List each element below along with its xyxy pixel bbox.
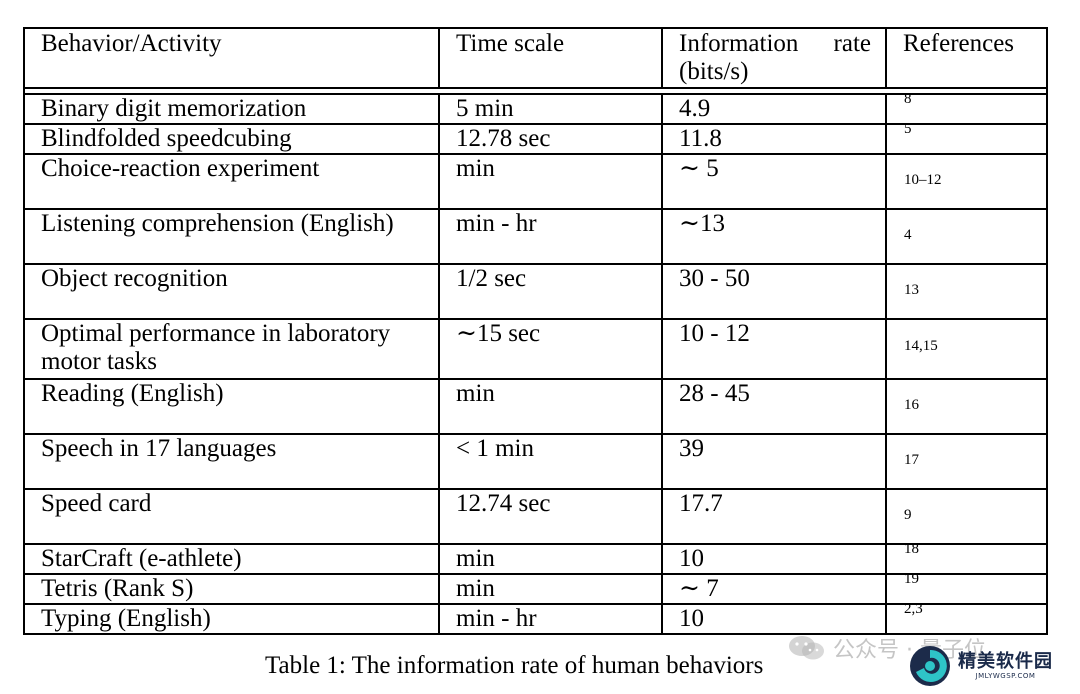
- cell-rate: 4.9: [661, 93, 887, 125]
- brand-name: 精美软件园: [958, 650, 1053, 672]
- cell-ref: 17: [885, 433, 1048, 490]
- cell-behavior: Object recognition: [23, 263, 440, 320]
- table-row: Typing (English) min - hr 10 2,3: [23, 603, 1048, 635]
- cell-time: 12.78 sec: [438, 123, 663, 155]
- ref-number: 17: [904, 452, 919, 468]
- cell-time: ∼15 sec: [438, 318, 663, 380]
- cell-time: < 1 min: [438, 433, 663, 490]
- header-rate-unit: (bits/s): [679, 58, 749, 85]
- cell-ref: 16: [885, 378, 1048, 435]
- cell-time: 12.74 sec: [438, 488, 663, 545]
- cell-time: min: [438, 153, 663, 210]
- ref-number: 16: [904, 397, 919, 413]
- cell-rate: 10: [661, 543, 887, 575]
- cell-behavior: Optimal performance in laboratory motor …: [23, 318, 440, 380]
- ref-number: 4: [904, 227, 912, 243]
- cell-ref: 13: [885, 263, 1048, 320]
- cell-ref: 9: [885, 488, 1048, 545]
- ref-number: 13: [904, 282, 919, 298]
- ref-number: 10–12: [904, 172, 942, 188]
- header-information-rate: Information rate (bits/s): [661, 27, 887, 89]
- cell-rate: ∼ 5: [661, 153, 887, 210]
- info-rate-table: Behavior/Activity Time scale Information…: [23, 27, 1048, 635]
- cell-behavior: Blindfolded speedcubing: [23, 123, 440, 155]
- table-row: Speech in 17 languages < 1 min 39 17: [23, 433, 1048, 490]
- ref-number: 18: [904, 544, 919, 557]
- cell-ref: 8: [885, 93, 1048, 125]
- ref-number: 19: [904, 574, 919, 587]
- cell-behavior: StarCraft (e-athlete): [23, 543, 440, 575]
- cell-time: min - hr: [438, 603, 663, 635]
- cell-ref: 10–12: [885, 153, 1048, 210]
- cell-time: min: [438, 573, 663, 605]
- cell-time: min - hr: [438, 208, 663, 265]
- table-row: Object recognition 1/2 sec 30 - 50 13: [23, 263, 1048, 320]
- cell-rate: ∼13: [661, 208, 887, 265]
- cell-behavior: Speech in 17 languages: [23, 433, 440, 490]
- cell-rate: 10: [661, 603, 887, 635]
- table-row: Optimal performance in laboratory motor …: [23, 318, 1048, 380]
- cell-behavior: Choice-reaction experiment: [23, 153, 440, 210]
- header-rate-word-rate: rate: [833, 30, 871, 57]
- wechat-icon: [787, 633, 827, 663]
- cell-ref: 5: [885, 123, 1048, 155]
- cell-rate: 10 - 12: [661, 318, 887, 380]
- brand-url: JMLYWGSP.COM: [975, 671, 1036, 680]
- cell-rate: 11.8: [661, 123, 887, 155]
- ref-number: 2,3: [904, 604, 923, 617]
- cell-ref: 4: [885, 208, 1048, 265]
- cell-time: 5 min: [438, 93, 663, 125]
- cell-rate: 39: [661, 433, 887, 490]
- cell-time: min: [438, 543, 663, 575]
- ref-number: 9: [904, 507, 912, 523]
- ref-number: 5: [904, 124, 912, 137]
- ref-number: 14,15: [904, 338, 938, 354]
- header-double-rule: [23, 87, 1048, 95]
- table-row: Speed card 12.74 sec 17.7 9: [23, 488, 1048, 545]
- cell-ref: 18: [885, 543, 1048, 575]
- table-row: Choice-reaction experiment min ∼ 5 10–12: [23, 153, 1048, 210]
- cell-time: min: [438, 378, 663, 435]
- brand-text: 精美软件园 JMLYWGSP.COM: [958, 650, 1053, 681]
- cell-behavior: Tetris (Rank S): [23, 573, 440, 605]
- watermark: 公众号 · 量子位: [787, 632, 986, 664]
- cell-behavior: Binary digit memorization: [23, 93, 440, 125]
- brand-badge: 精美软件园 JMLYWGSP.COM: [908, 644, 1053, 688]
- table-row: Blindfolded speedcubing 12.78 sec 11.8 5: [23, 123, 1048, 155]
- header-behavior: Behavior/Activity: [23, 27, 440, 89]
- table-row: Listening comprehension (English) min - …: [23, 208, 1048, 265]
- watermark-text: 公众号 · 量子位: [833, 638, 986, 663]
- table-row: Tetris (Rank S) min ∼ 7 19: [23, 573, 1048, 605]
- brand-logo-icon: [908, 644, 952, 688]
- header-time-scale: Time scale: [438, 27, 663, 89]
- cell-rate: 28 - 45: [661, 378, 887, 435]
- ref-number: 8: [904, 94, 912, 107]
- table-caption: Table 1: The information rate of human b…: [265, 652, 764, 679]
- cell-ref: 2,3: [885, 603, 1048, 635]
- info-rate-table-container: Behavior/Activity Time scale Information…: [23, 27, 1048, 635]
- cell-rate: 17.7: [661, 488, 887, 545]
- cell-behavior: Listening comprehension (English): [23, 208, 440, 265]
- cell-ref: 19: [885, 573, 1048, 605]
- header-rate-word-information: Information: [679, 30, 799, 57]
- cell-ref: 14,15: [885, 318, 1048, 380]
- cell-behavior: Speed card: [23, 488, 440, 545]
- cell-behavior: Reading (English): [23, 378, 440, 435]
- header-references: References: [885, 27, 1048, 89]
- table-header-row: Behavior/Activity Time scale Information…: [23, 27, 1048, 89]
- cell-rate: ∼ 7: [661, 573, 887, 605]
- table-row: StarCraft (e-athlete) min 10 18: [23, 543, 1048, 575]
- table-row: Binary digit memorization 5 min 4.9 8: [23, 93, 1048, 125]
- cell-rate: 30 - 50: [661, 263, 887, 320]
- cell-time: 1/2 sec: [438, 263, 663, 320]
- cell-behavior: Typing (English): [23, 603, 440, 635]
- table-row: Reading (English) min 28 - 45 16: [23, 378, 1048, 435]
